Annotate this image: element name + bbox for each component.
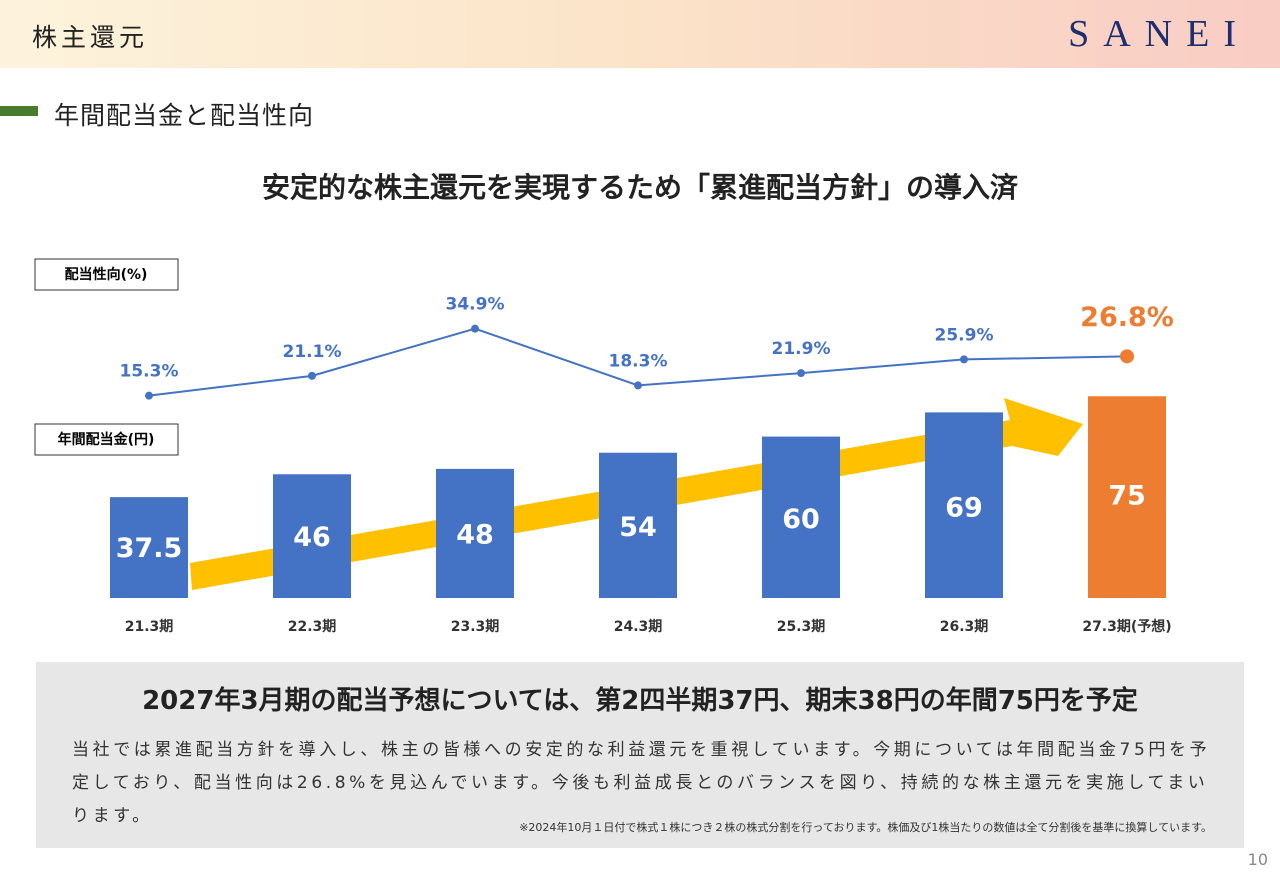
- bar-series-label: 年間配当金(円): [58, 431, 155, 448]
- bar: [599, 452, 677, 598]
- ratio-label: 21.1%: [283, 342, 342, 362]
- ratio-point: [308, 371, 316, 380]
- x-tick-label: 22.3期: [288, 619, 337, 635]
- bar: [110, 497, 188, 598]
- section-title: 年間配当金と配当性向: [54, 101, 315, 130]
- ratio-label: 34.9%: [446, 295, 505, 315]
- note-body: 当社では累進配当方針を導入し、株主の皆様への安定的な利益還元を重視しています。今…: [72, 740, 1211, 826]
- section-marker: [0, 106, 38, 116]
- x-tick-label: 25.3期: [777, 619, 826, 635]
- ratio-label: 18.3%: [609, 351, 668, 371]
- header-title: 株主還元: [32, 23, 149, 52]
- note-heading: 2027年3月期の配当予想については、第2四半期37円、期末38円の年間75円を…: [142, 686, 1138, 716]
- bar: [436, 468, 514, 598]
- ratio-label: 26.8%: [1080, 302, 1174, 333]
- ratio-point: [797, 369, 805, 378]
- ratio-point: [145, 391, 153, 400]
- footnote: ※2024年10月１日付で株式１株につき２株の株式分割を行っております。株価及び…: [519, 821, 1212, 834]
- bar-value-label: 48: [456, 520, 494, 551]
- ratio-point: [634, 381, 642, 390]
- bar: [925, 412, 1003, 598]
- ratio-label: 21.9%: [772, 339, 831, 359]
- ratio-point: [471, 324, 479, 333]
- bar-value-label: 69: [945, 492, 983, 523]
- ratio-point: [960, 355, 968, 364]
- ratio-label: 25.9%: [935, 325, 994, 345]
- bar-value-label: 75: [1108, 481, 1146, 512]
- page-number: 10: [1247, 850, 1268, 869]
- header-bar: [0, 0, 1280, 68]
- bar-value-label: 46: [293, 522, 331, 553]
- note-box: [36, 662, 1244, 848]
- x-tick-label: 24.3期: [614, 619, 663, 635]
- legend-box: [34, 423, 179, 456]
- bar: [1088, 396, 1166, 598]
- legend-box: [34, 258, 179, 291]
- ratio-point: [1120, 349, 1134, 364]
- bar: [762, 436, 840, 598]
- x-tick-label: 27.3期(予想): [1082, 618, 1171, 635]
- x-tick-label: 23.3期: [451, 619, 500, 635]
- x-tick-label: 26.3期: [940, 619, 989, 635]
- bar: [273, 474, 351, 598]
- logo: SANEI: [1068, 13, 1250, 55]
- line-series-label: 配当性向(%): [65, 266, 148, 283]
- bar-value-label: 54: [619, 512, 657, 543]
- bar-value-label: 60: [782, 504, 820, 535]
- x-tick-label: 21.3期: [125, 619, 174, 635]
- bar-value-label: 37.5: [116, 533, 183, 564]
- ratio-label: 15.3%: [120, 362, 179, 382]
- headline: 安定的な株主還元を実現するため「累進配当方針」の導入済: [261, 171, 1018, 204]
- chart: 配当性向(%) 年間配当金(円) 37.5 46 48 54 60 69 75 15.3% 21…: [34, 258, 1174, 635]
